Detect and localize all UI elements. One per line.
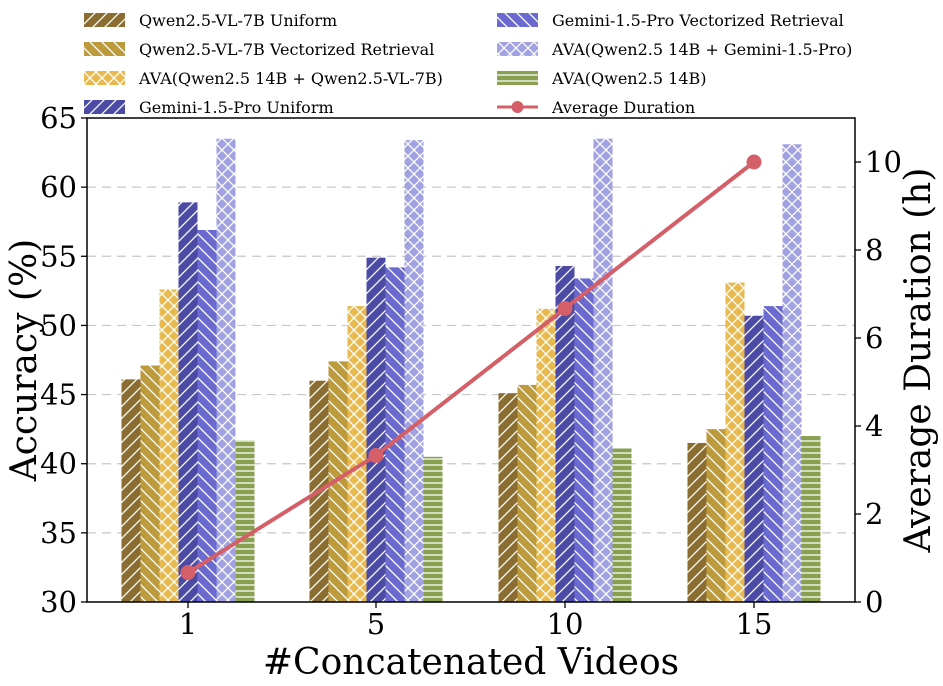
bar-group-5 (309, 140, 443, 602)
bar (423, 456, 443, 602)
legend-label: Qwen2.5-VL-7B Uniform (139, 11, 337, 30)
y2-tick-label: 8 (865, 233, 883, 267)
y2-tick-label: 0 (865, 585, 883, 619)
legend-label: AVA(Qwen2.5 14B) (551, 69, 707, 88)
legend-entry: AVA(Qwen2.5 14B) (497, 69, 707, 88)
bar (328, 361, 348, 602)
y-axis-title: Accuracy (%) (4, 239, 45, 482)
legend-label: AVA(Qwen2.5 14B + Qwen2.5-VL-7B) (138, 69, 443, 88)
y-tick-label: 40 (40, 447, 77, 481)
bar (687, 442, 707, 602)
bar (216, 138, 236, 602)
bar (366, 257, 386, 602)
y2-tick-label: 2 (865, 497, 883, 531)
bar-group-1 (121, 138, 255, 603)
y-tick-label: 30 (40, 585, 77, 619)
y-tick-label: 55 (40, 239, 77, 273)
legend-swatch (497, 42, 538, 56)
bar (347, 306, 367, 602)
y2-tick-label: 10 (865, 145, 902, 179)
legend-marker (511, 101, 524, 113)
x-axis-title: #Concatenated Videos (263, 642, 679, 683)
bar (593, 138, 613, 602)
bar (178, 202, 198, 602)
legend-entry: AVA(Qwen2.5 14B + Gemini-1.5-Pro) (497, 40, 852, 59)
duration-line-path (186, 160, 756, 575)
duration-line (180, 154, 762, 581)
y-tick-label: 65 (40, 101, 77, 135)
legend-label: Qwen2.5-VL-7B Vectorized Retrieval (139, 40, 434, 59)
y-tick-label: 35 (40, 516, 77, 550)
bar-group-10 (498, 138, 632, 602)
bar (404, 140, 424, 602)
bar (121, 379, 141, 602)
bar (612, 448, 632, 602)
bar (536, 308, 556, 602)
bar (235, 440, 255, 602)
bar (197, 230, 217, 603)
y-tick-label: 50 (40, 308, 77, 342)
y2-tick-label: 6 (865, 321, 883, 355)
y2-axis-ticks: 0 2 4 6 8 10 (855, 145, 902, 619)
legend-label: Average Duration (551, 98, 695, 117)
legend-swatch (84, 13, 125, 27)
legend-entry: AVA(Qwen2.5 14B + Qwen2.5-VL-7B) (84, 69, 443, 88)
x-tick-label: 15 (736, 607, 773, 641)
bar-groups (121, 138, 821, 603)
legend-swatch (497, 71, 538, 85)
bar (140, 365, 160, 602)
x-tick-label: 5 (367, 607, 385, 641)
legend-label: Gemini-1.5-Pro Vectorized Retrieval (552, 11, 844, 30)
bar (744, 315, 764, 602)
bar (159, 289, 179, 602)
legend-entry: Gemini-1.5-Pro Uniform (84, 98, 334, 117)
legend-swatch (84, 42, 125, 56)
bar (763, 306, 783, 602)
bar (725, 282, 745, 602)
legend-swatch (497, 13, 538, 27)
bar (498, 393, 518, 602)
legend-swatch (84, 71, 125, 85)
y2-axis-title: Average Duration (h) (898, 168, 939, 554)
x-tick-label: 1 (179, 607, 197, 641)
legend-entry: Qwen2.5-VL-7B Uniform (84, 11, 337, 30)
legend: Qwen2.5-VL-7B Uniform Qwen2.5-VL-7B Vecto… (84, 11, 852, 117)
y-axis-ticks: 30 35 40 45 50 55 60 65 (40, 101, 87, 619)
bar (517, 384, 537, 602)
x-axis-ticks: 1 5 10 15 (179, 602, 773, 641)
bar (555, 265, 575, 602)
duration-point (557, 301, 573, 317)
duration-point (368, 447, 384, 463)
legend-label: AVA(Qwen2.5 14B + Gemini-1.5-Pro) (551, 40, 852, 59)
bar (801, 436, 821, 602)
bar (574, 278, 594, 602)
bar (385, 267, 405, 602)
legend-swatch (84, 100, 125, 114)
duration-point (746, 154, 762, 170)
plot-frame (86, 117, 856, 603)
bar (706, 429, 726, 602)
x-tick-label: 10 (547, 607, 584, 641)
legend-label: Gemini-1.5-Pro Uniform (139, 98, 334, 117)
legend-entry: Qwen2.5-VL-7B Vectorized Retrieval (84, 40, 434, 59)
y-tick-label: 60 (40, 170, 77, 204)
bar (782, 144, 802, 602)
legend-entry: Average Duration (497, 98, 695, 117)
y-tick-label: 45 (40, 378, 77, 412)
duration-point (180, 565, 196, 581)
legend-entry: Gemini-1.5-Pro Vectorized Retrieval (497, 11, 844, 30)
bar-group-15 (687, 144, 821, 602)
y2-tick-label: 4 (865, 409, 883, 443)
